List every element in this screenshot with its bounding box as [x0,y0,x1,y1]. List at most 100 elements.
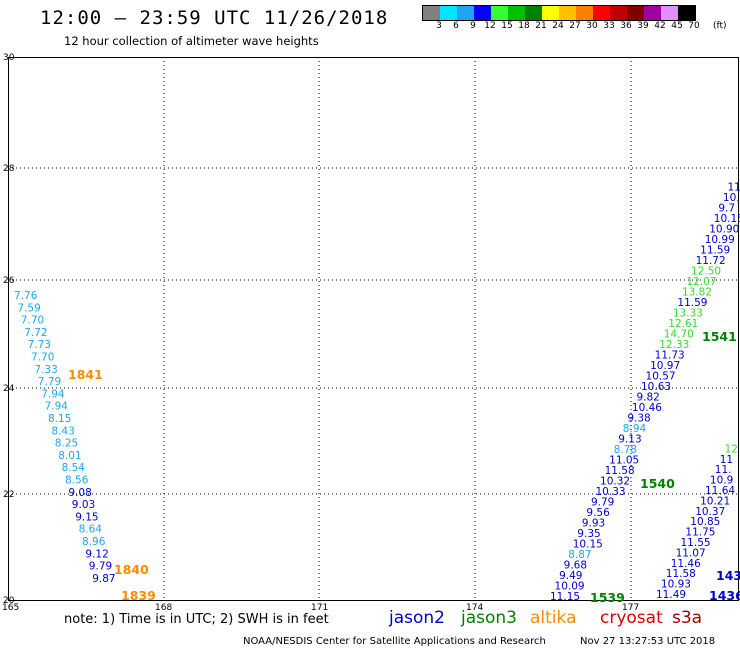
swh-value: 10.57 [646,371,676,383]
scale-cell [542,6,559,20]
x-tick-label: 174 [466,603,484,613]
pass-time-label: 143 [716,568,740,583]
scale-cell [525,6,542,20]
legend-item-s3a: s3a [672,608,703,628]
scale-cell [559,6,576,20]
x-tick-label: 168 [155,603,173,613]
swh-value: 8.78 [614,444,637,456]
swh-value: 9.08 [68,487,91,499]
scale-label: 6 [453,21,459,31]
swh-value: 8.87 [568,549,591,561]
y-tick-label: 20 [3,596,15,606]
swh-value: 10.85 [690,516,720,528]
swh-value: 10.99 [705,234,735,246]
scale-cell [457,6,474,20]
swh-value: 10.21 [700,495,730,507]
swh-value: 8.96 [82,536,106,548]
swh-value: 10.33 [596,486,626,498]
swh-value: 7.72 [24,327,47,339]
swh-value: 9.15 [75,511,98,523]
scale-cell [491,6,508,20]
swh-value: 7.76 [14,290,38,302]
x-tick-label: 165 [2,603,20,613]
swh-value: 10.15 [573,539,603,551]
swh-value: 9.12 [85,548,108,560]
swh-value: 9.56 [586,507,610,519]
swh-value: 7.70 [31,352,54,364]
y-tick-label: 24 [3,384,15,394]
swh-value: 7.70 [21,315,44,327]
scale-label: 39 [637,21,649,31]
swh-value: 12.50 [691,266,721,278]
swh-value: 12.07 [687,276,717,288]
swh-value: 10.97 [650,360,680,372]
swh-value: 11.15 [550,591,580,603]
swh-value: 14.70 [664,329,694,341]
y-tick-label: 22 [3,490,15,500]
swh-value: 9.35 [577,528,600,540]
scale-label: 15 [501,21,513,31]
generated-time: Nov 27 13:27:53 UTC 2018 [580,636,716,647]
swh-value: 9.79 [591,497,614,509]
swh-value: 9.68 [564,560,587,572]
scale-cell [593,6,610,20]
swh-value: 12 [725,443,738,455]
x-tick-label: 171 [311,603,329,613]
swh-value: 11.59 [677,297,707,309]
pass-time-label: 1840 [114,562,149,577]
swh-value: 10.63 [641,381,671,393]
legend-item-cryosat: cryosat [600,608,663,628]
swh-value: 10.09 [555,581,585,593]
swh-value: 12.61 [668,318,698,330]
swh-value: 10.32 [600,476,630,488]
scale-label: 24 [552,21,564,31]
swh-value: 11 [720,454,733,466]
swh-value: 10.46 [632,402,662,414]
swh-value: 11.58 [666,568,696,580]
swh-value: 9.03 [72,499,95,511]
swh-value: 12.33 [659,339,689,351]
swh-value: 13.82 [682,287,712,299]
swh-value: 7.94 [41,388,65,400]
swh-value: 9.38 [627,413,650,425]
swh-value: 7.59 [17,302,40,314]
swh-value: 11.55 [681,537,711,549]
swh-value: 7.79 [38,376,61,388]
swh-value: 8.15 [48,413,71,425]
swh-value: 9.79 [89,561,112,573]
swh-value: 7.94 [45,401,69,413]
scale-label: 21 [535,21,547,31]
scale-label: 45 [671,21,683,31]
scale-label: 3 [436,21,442,31]
scale-label: 33 [603,21,615,31]
swh-value: 10.37 [695,506,725,518]
scale-label: 18 [518,21,530,31]
swh-value: 9.7 [718,203,735,215]
scale-label: 36 [620,21,632,31]
legend-item-jason2: jason2 [389,608,445,628]
scale-cell [661,6,678,20]
page-subtitle: 12 hour collection of altimeter wave hei… [64,34,319,48]
scale-cell [474,6,491,20]
page-title: 12:00 — 23:59 UTC 11/26/2018 [40,7,389,29]
swh-value: 9.87 [92,573,115,585]
swh-value: 8.01 [58,450,81,462]
scale-label: 9 [470,21,476,31]
pass-time-label: 1541 [702,329,737,344]
swh-value: 11.05 [609,455,639,467]
swh-value: 11.07 [676,547,706,559]
swh-value: 10.2 [723,192,740,204]
scale-cell [678,6,695,20]
scale-cell [576,6,593,20]
pass-time-label: 1540 [640,476,675,491]
swh-value: 8.56 [65,475,89,487]
swh-value: 11.75 [685,527,715,539]
swh-value: 7.33 [34,364,57,376]
swh-value: 11.59 [700,245,730,257]
scale-label: 27 [569,21,581,31]
scale-cell [508,6,525,20]
swh-value: 11.49 [656,589,686,601]
scale-label: 12 [484,21,496,31]
swh-value: 11.72 [696,255,726,267]
scale-cell [644,6,661,20]
